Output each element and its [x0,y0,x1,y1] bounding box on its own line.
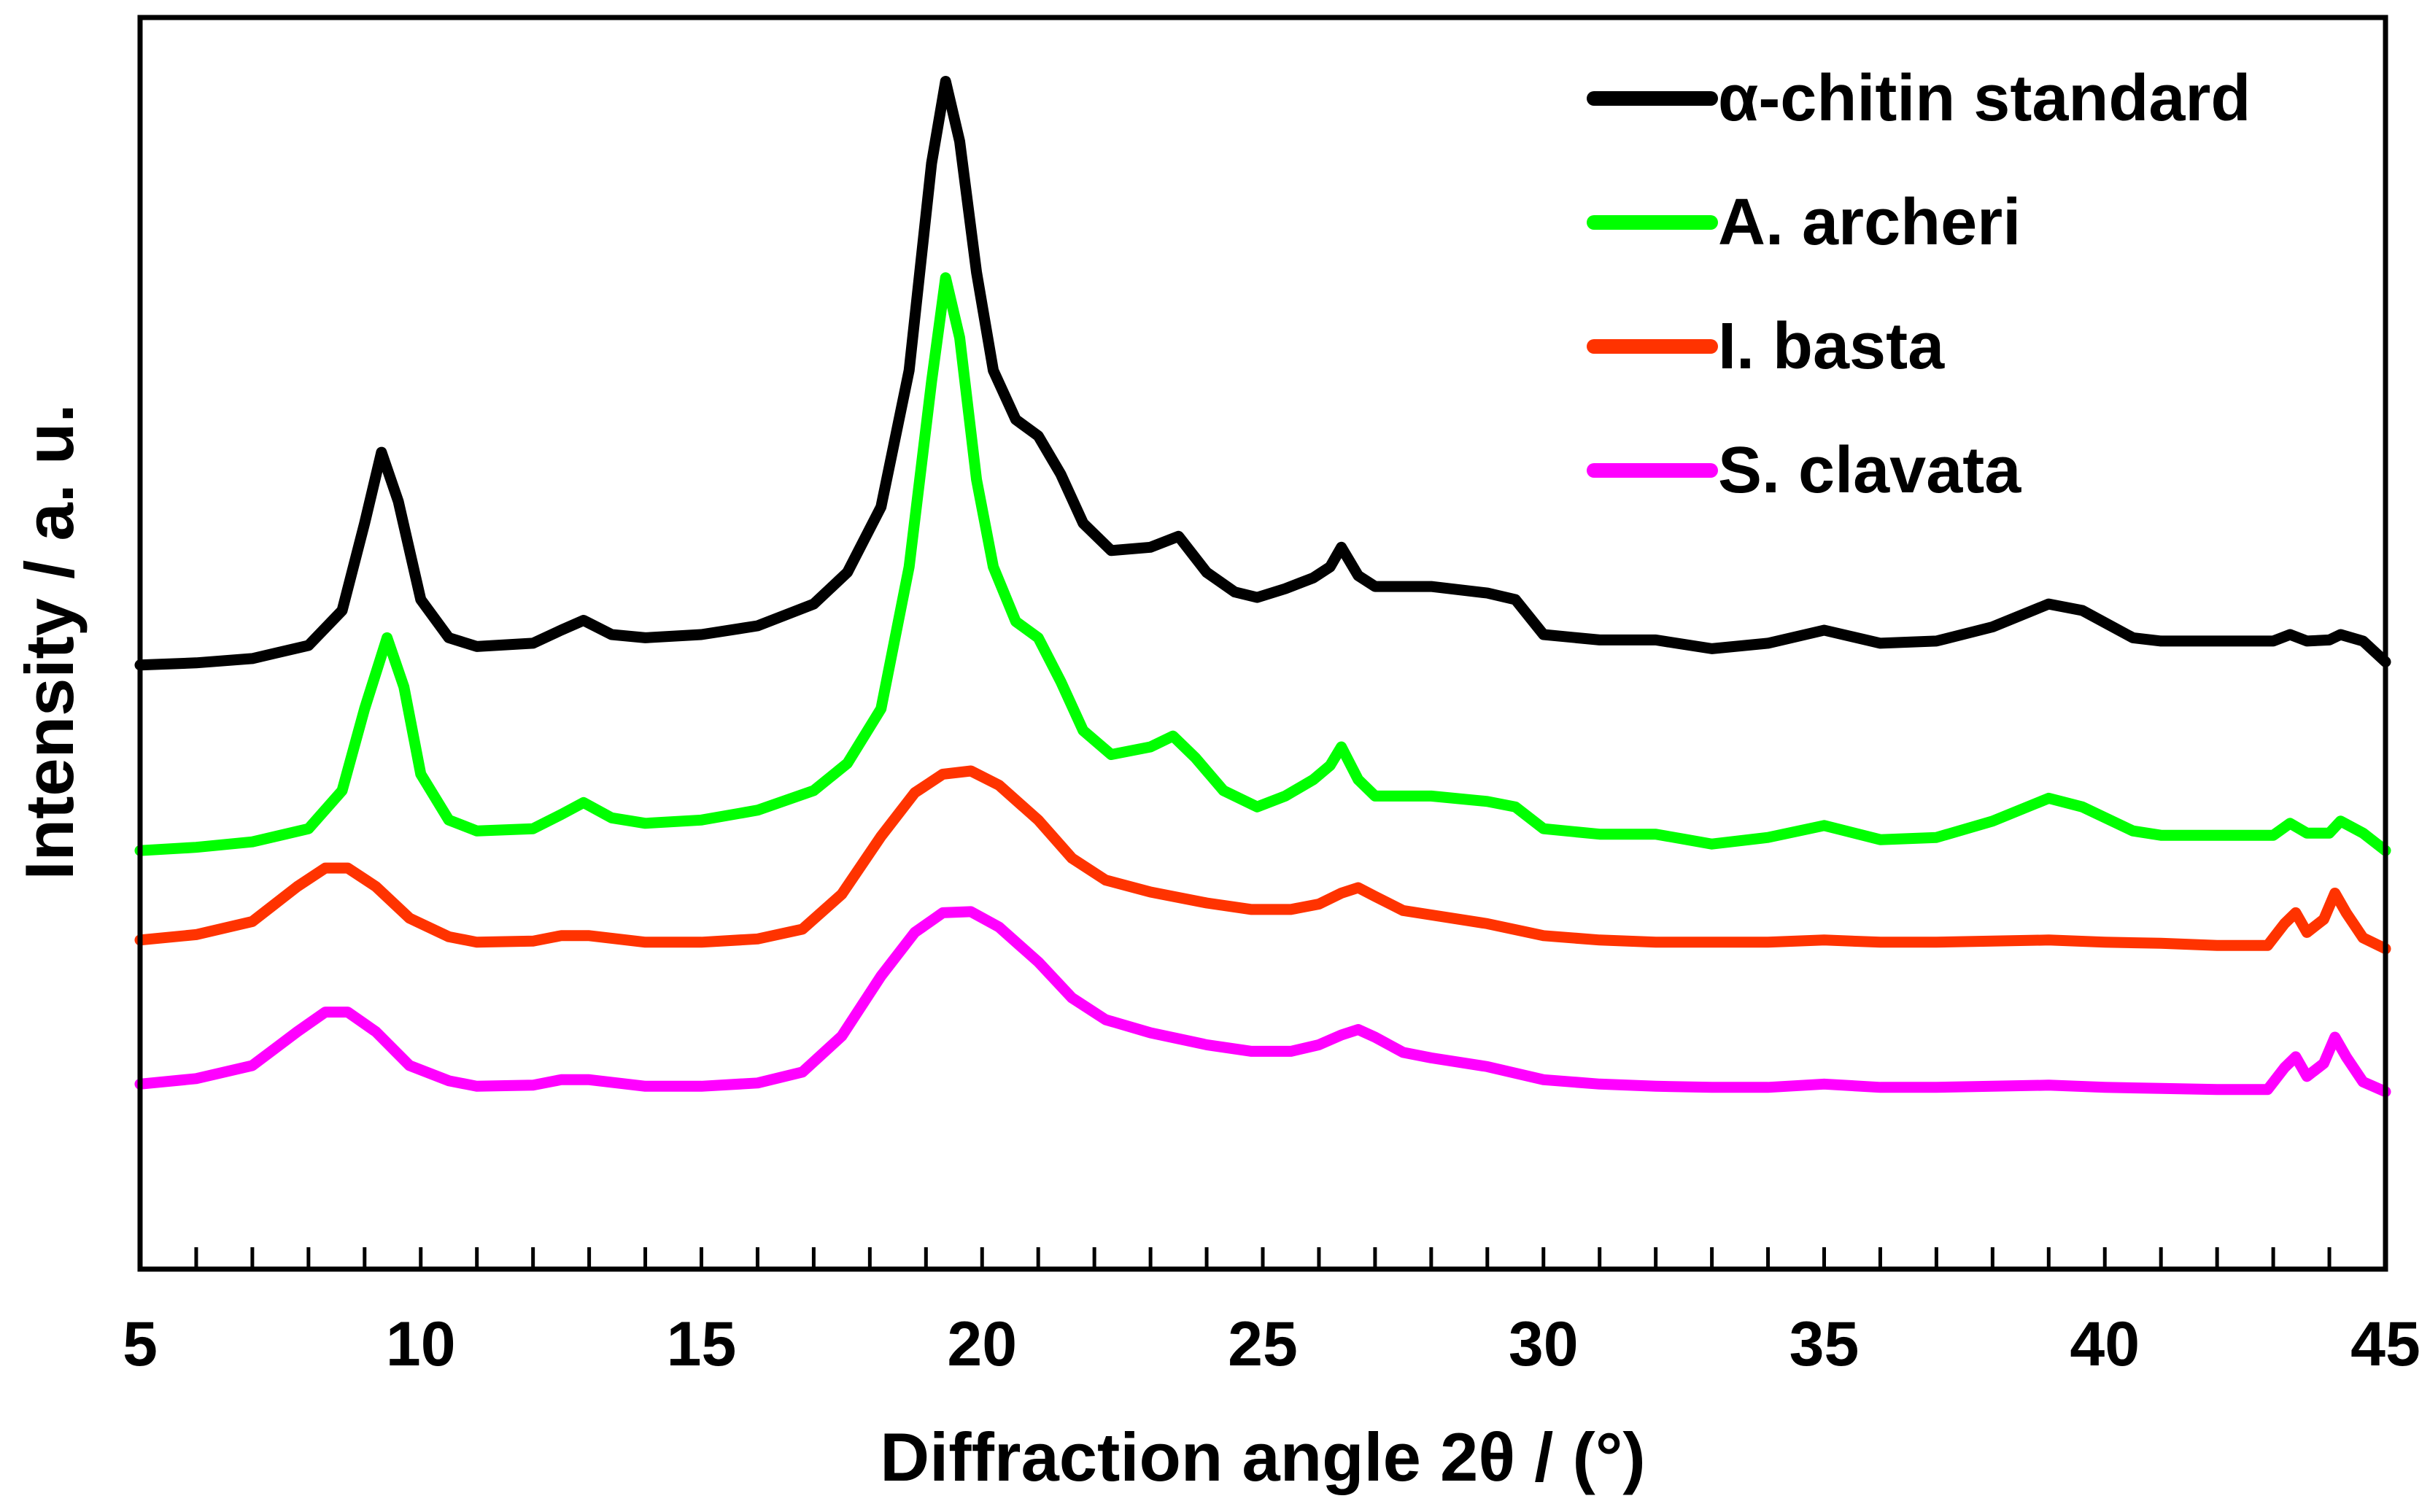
x-tick-label: 40 [2070,1309,2140,1379]
series-line-i-basta [134,765,2391,955]
x-axis-ticks [138,1247,2388,1269]
x-tick-labels: 5 10 15 20 25 30 35 40 45 [123,1309,2421,1379]
x-tick-label: 15 [667,1309,737,1379]
y-axis-label: Intensity / a. u. [11,404,88,880]
x-tick-label: 45 [2350,1309,2421,1379]
x-tick-label: 30 [1509,1309,1579,1379]
series-line-chitin-standard [134,76,2391,671]
series-line-s-clavata [134,906,2391,1098]
legend-label: I. basta [1718,310,1945,383]
series-lines [134,76,2391,1098]
plot-frame [137,15,2388,1272]
series-line-a-archeri [134,272,2391,856]
x-tick-label: 10 [386,1309,456,1379]
x-tick-label: 25 [1228,1309,1298,1379]
x-axis-label: Diffraction angle 2θ / (°) [880,1419,1645,1495]
x-tick-label: 5 [123,1309,158,1379]
x-tick-label: 35 [1789,1309,1860,1379]
x-tick-label: 20 [947,1309,1017,1379]
legend-label: A. archeri [1718,186,2021,259]
legend-label: S. clavata [1718,434,2021,507]
legend: α-chitin standard A. archeri I. basta S. cl… [1587,62,2251,507]
legend-label: α-chitin standard [1718,62,2251,135]
